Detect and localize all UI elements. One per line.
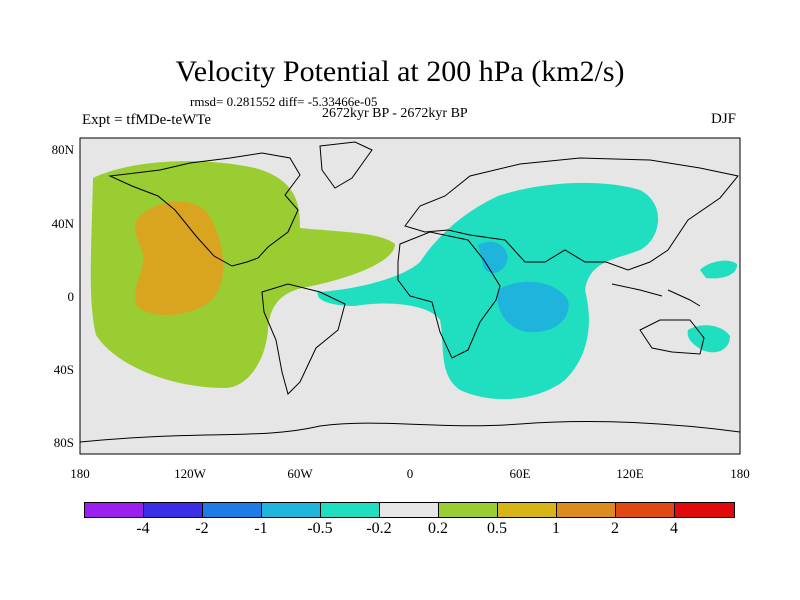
north-america-coast <box>108 152 301 267</box>
lat-tick-0: 0 <box>67 289 75 304</box>
lon-tick-180e: 180 <box>730 466 750 481</box>
colorbar-cell <box>616 503 675 517</box>
colorbar-label: 1 <box>552 520 560 537</box>
colorbar-cell <box>439 503 498 517</box>
colorbar-cell <box>557 503 616 517</box>
lat-tick-80s: 80S <box>53 435 74 450</box>
colorbar-cell <box>321 503 380 517</box>
lon-tick-180w: 180 <box>70 466 90 481</box>
colorbar-cell <box>203 503 262 517</box>
africa-coast <box>397 231 501 359</box>
lon-tick-60e: 60E <box>509 466 531 481</box>
season-label: DJF <box>711 111 737 127</box>
lon-tick-0: 0 <box>406 466 414 481</box>
east-pacific-max-region <box>134 201 224 316</box>
colorbar-cell <box>380 503 439 517</box>
antarctica-coast <box>79 421 741 443</box>
greenland-coast <box>319 141 373 189</box>
colorbar-label: -1 <box>254 520 268 537</box>
period-text: 2672kyr BP - 2672kyr BP <box>322 106 468 121</box>
lon-tick-60w: 60W <box>287 466 313 481</box>
colorbar-cell <box>85 503 144 517</box>
map-frame <box>79 137 741 455</box>
lon-tick-120w: 120W <box>174 466 206 481</box>
colorbar-label: -2 <box>195 520 209 537</box>
west-pacific-negative-south-region <box>687 325 730 353</box>
colorbar-cell <box>262 503 321 517</box>
lat-tick-40n: 40N <box>51 216 74 231</box>
stats-text: rmsd= 0.281552 diff= -5.33466e-05 <box>190 94 378 109</box>
colorbar-cell <box>144 503 203 517</box>
colorbar-label: -4 <box>136 520 150 537</box>
experiment-label: Expt = tfMDe-teWTe <box>82 112 212 128</box>
west-pacific-negative-north-region <box>700 260 738 279</box>
colorbar-cell <box>498 503 557 517</box>
colorbar-cell <box>675 503 734 517</box>
south-america-coast <box>261 283 346 395</box>
lon-tick-120e: 120E <box>616 466 644 481</box>
colorbar-label: 2 <box>611 520 619 537</box>
lat-tick-40s: 40S <box>53 362 74 377</box>
colorbar-label: -0.2 <box>366 520 392 537</box>
colorbar-label: -0.5 <box>307 520 333 537</box>
colorbar-label: 4 <box>670 520 678 537</box>
eastern-hemisphere-negative-region <box>317 182 659 400</box>
maritime-continent-coast <box>611 283 701 307</box>
colorbar-label: 0.2 <box>428 520 448 537</box>
colorbar-label: 0.5 <box>487 520 507 537</box>
coastlines <box>79 141 741 443</box>
arabia-indian-ocean-min-region <box>478 241 569 333</box>
plot-title: Velocity Potential at 200 hPa (km2/s) <box>175 55 625 88</box>
lat-tick-80n: 80N <box>51 142 74 157</box>
colorbar <box>84 502 735 518</box>
australia-coast <box>639 319 705 355</box>
eurasia-coast <box>404 157 739 271</box>
